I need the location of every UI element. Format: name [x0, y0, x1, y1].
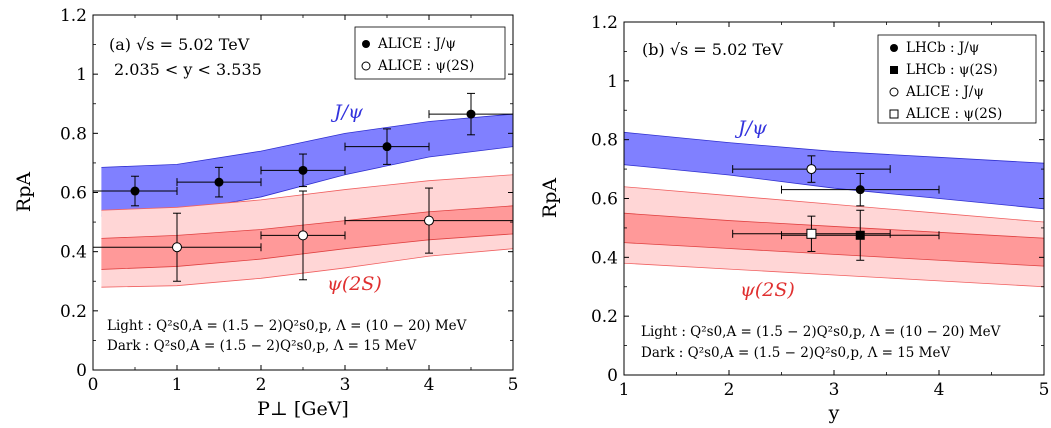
filled-circle-marker	[382, 142, 392, 152]
panel-a-legend-label-2: ALICE : ψ(2S)	[377, 58, 474, 74]
panel-b-band-psi2s-dark	[624, 213, 1044, 267]
filled-square-marker	[855, 230, 865, 240]
panel-a-y-tick-label: 0.6	[60, 184, 87, 204]
panel-b-y-tick-label: 0.2	[591, 307, 618, 327]
panel-b-y-tick-label: 0.8	[591, 131, 618, 151]
legend-open-circle-marker	[361, 61, 371, 71]
panel-b-point-series-1	[781, 172, 940, 207]
panel-a-energy-text: (a) √s = 5.02 TeV	[109, 35, 250, 54]
panel-b-x-tick-label: 4	[934, 380, 945, 400]
panel-a-y-tick-label: 0.2	[60, 302, 87, 322]
panel-b-band-psi2s-dark-lower-edge	[624, 242, 1044, 267]
panel-b-legend: LHCb : J/ψ LHCb : ψ(2S) ALICE : J/ψ ALIC…	[877, 34, 1037, 124]
filled-circle-marker	[855, 185, 865, 195]
panel-b-band-jpsi-upper-edge	[624, 131, 1044, 164]
panel-b-jpsi-band-label: J/ψ	[734, 117, 768, 139]
panel-a-legend-label-1: ALICE : J/ψ	[377, 36, 456, 52]
panel-a-point-series-1	[260, 153, 346, 188]
panel-a-point-series-2	[92, 212, 262, 282]
panel-b-y-label: RpA	[539, 178, 561, 218]
filled-circle-marker	[214, 177, 224, 187]
panel-a-x-tick-label: 2	[256, 375, 267, 395]
panel-a-jpsi-band-label: J/ψ	[330, 101, 364, 123]
panel-b-y-tick-label: 0	[607, 366, 618, 386]
panel-b-y-tick-label: 1.2	[591, 13, 618, 33]
panel-b-legend-label-3: ALICE : J/ψ	[905, 84, 984, 100]
panel-b-band-jpsi-lower-edge	[624, 164, 1044, 210]
panel-a: 0 1 2 3 4 5 0 0.2 0.4 0.6 0.8 1 1.2 P⊥ [GeV] RpA (a)…	[13, 6, 518, 420]
panel-a-legend: ALICE : J/ψ ALICE : ψ(2S)	[354, 26, 506, 80]
panel-b-point-series-3	[732, 155, 891, 183]
filled-circle-marker	[466, 109, 476, 119]
panel-b-band-psi2s-light-lower-edge	[624, 262, 1044, 288]
legend-filled-circle-marker	[362, 40, 370, 48]
filled-circle-marker	[130, 186, 140, 196]
panel-b-band-psi2s-dark-upper-edge	[624, 212, 1044, 239]
panel-b-y-tick-label: 0.4	[591, 248, 618, 268]
panel-a-point-series-1	[176, 166, 262, 198]
panel-a-y-tick-label: 0	[76, 361, 87, 381]
panel-b-legend-label-2: LHCb : ψ(2S)	[906, 62, 998, 78]
panel-a-point-series-1	[344, 128, 430, 165]
panel-b-legend-label-1: LHCb : J/ψ	[906, 40, 979, 56]
panel-b-energy-text: (b) √s = 5.02 TeV	[642, 40, 783, 59]
panel-a-y-tick-label: 1.2	[60, 6, 87, 26]
panel-a-y-label: RpA	[13, 172, 35, 212]
panel-a-band-jpsi-upper-edge	[101, 113, 513, 168]
panel-b-y-tick-label: 0.6	[591, 190, 618, 210]
panel-b-x-tick-label: 3	[829, 380, 840, 400]
panel-a-data-points	[92, 92, 514, 282]
panel-b-x-tick-label: 2	[724, 380, 735, 400]
panel-b-y-tick-label: 1	[607, 72, 618, 92]
filled-circle-marker	[298, 165, 308, 175]
open-circle-marker	[424, 215, 434, 226]
panel-a-band-jpsi	[101, 114, 513, 217]
panel-a-legend-box	[354, 26, 506, 80]
panel-b-psi2s-band-label: ψ(2S)	[740, 279, 795, 301]
panel-a-psi2s-band-label: ψ(2S)	[327, 273, 382, 295]
open-circle-marker	[298, 230, 308, 241]
panel-a-rapidity-text: 2.035 < y < 3.535	[114, 60, 262, 79]
panel-a-y-tick-label: 0.4	[60, 243, 87, 263]
panel-a-x-tick-label: 1	[172, 375, 183, 395]
legend-filled-circle-marker	[890, 44, 898, 52]
panel-a-y-tick-label: 0.8	[60, 124, 87, 144]
panel-a-y-tick-label: 1	[76, 65, 87, 85]
panel-b-band-psi2s-light-upper-edge	[624, 186, 1044, 223]
panel-b-legend-box	[877, 34, 1037, 124]
open-circle-marker	[806, 164, 817, 175]
panel-b-legend-label-4: ALICE : ψ(2S)	[905, 106, 1002, 122]
panel-b-axes: 1 2 3 4 5 0 0.2 0.4 0.6 0.8 1 1.2	[591, 13, 1049, 400]
panel-b-note-dark: Dark : Q²s0,A = (1.5 − 2)Q²s0,p, Λ = 15 …	[641, 345, 950, 361]
panel-a-axes: 0 1 2 3 4 5 0 0.2 0.4 0.6 0.8 1 1.2	[60, 6, 518, 395]
panel-a-bands	[101, 113, 513, 288]
panel-a-point-series-2	[260, 190, 346, 281]
panel-b-x-tick-label: 1	[619, 380, 630, 400]
panel-b: 1 2 3 4 5 0 0.2 0.4 0.6 0.8 1 1.2 y RpA (b) √s = 5.…	[539, 13, 1049, 424]
panel-a-note-light: Light : Q²s0,A = (1.5 − 2)Q²s0,p, Λ = (1…	[107, 318, 467, 334]
open-circle-marker	[172, 242, 182, 253]
panel-a-x-tick-label: 5	[508, 375, 519, 395]
panel-b-note-light: Light : Q²s0,A = (1.5 − 2)Q²s0,p, Λ = (1…	[641, 324, 1001, 340]
legend-filled-square-marker	[890, 66, 898, 74]
panel-b-x-tick-label: 5	[1039, 380, 1050, 400]
panel-a-x-tick-label: 4	[424, 375, 435, 395]
panel-a-x-label: P⊥ [GeV]	[257, 398, 349, 420]
panel-b-data-points	[732, 155, 940, 261]
panel-a-x-tick-label: 3	[340, 375, 351, 395]
legend-open-square-marker	[889, 109, 899, 119]
panel-a-x-tick-label: 0	[88, 375, 99, 395]
panel-a-note-dark: Dark : Q²s0,A = (1.5 − 2)Q²s0,p, Λ = 15 …	[107, 338, 416, 354]
panel-b-point-series-4	[732, 215, 891, 252]
panel-b-x-label: y	[828, 402, 840, 424]
legend-open-circle-marker	[889, 87, 899, 97]
open-square-marker	[806, 228, 817, 239]
panel-a-point-series-1	[428, 92, 514, 136]
panel-b-bands	[624, 131, 1044, 288]
